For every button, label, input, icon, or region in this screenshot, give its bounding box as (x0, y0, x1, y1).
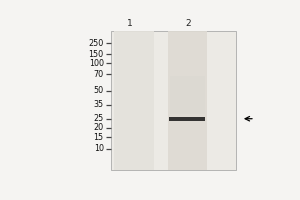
Text: 2: 2 (186, 19, 191, 28)
Text: 150: 150 (88, 50, 104, 59)
Bar (169, 117, 206, 121)
Text: 100: 100 (89, 59, 104, 68)
Text: 10: 10 (94, 144, 104, 153)
Text: 20: 20 (94, 123, 104, 132)
Text: 250: 250 (88, 39, 104, 48)
Bar (114, 31, 154, 170)
Text: 50: 50 (94, 86, 104, 95)
Bar (111, 31, 236, 170)
Text: 1: 1 (127, 19, 132, 28)
Text: 25: 25 (94, 114, 104, 123)
Bar (170, 76, 205, 114)
Text: 35: 35 (94, 100, 104, 109)
Text: 15: 15 (94, 133, 104, 142)
Bar (168, 31, 207, 170)
Text: 70: 70 (94, 70, 104, 79)
